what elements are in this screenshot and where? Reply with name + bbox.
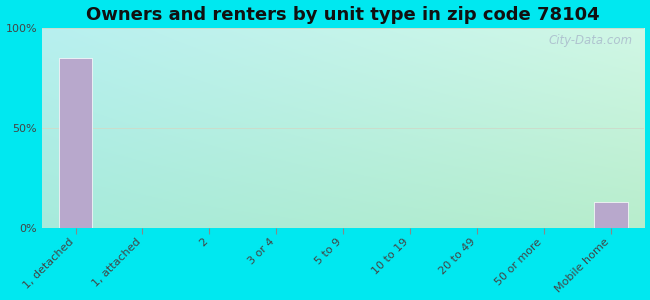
Title: Owners and renters by unit type in zip code 78104: Owners and renters by unit type in zip c… (86, 6, 600, 24)
Bar (58, 58, 92, 228)
Text: City-Data.com: City-Data.com (548, 34, 632, 47)
Bar (594, 202, 628, 228)
